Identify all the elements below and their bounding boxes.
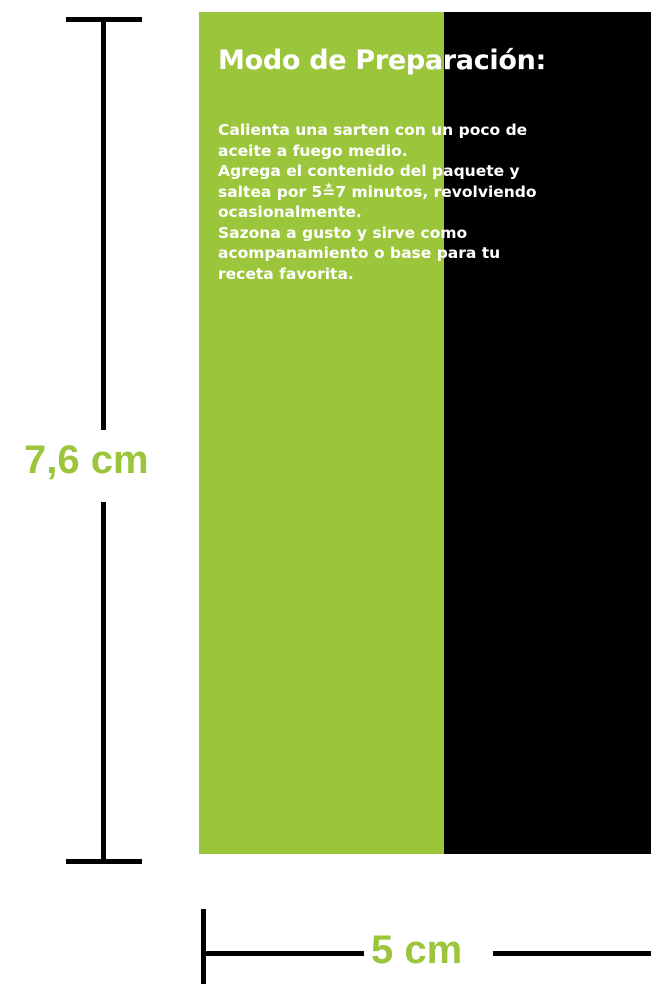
width-dimension-line-right [493,951,651,956]
label-panel: Modo de Preparación: Calienta una sarten… [199,12,651,854]
height-dimension-line-upper [101,20,106,430]
height-dimension-label: 7,6 cm [24,438,149,482]
height-dimension-top-cap [66,17,142,22]
instruction-line: saltea por 5≛7 minutos, revolviendo [218,182,537,201]
instruction-line: ocasionalmente. [218,203,362,221]
width-dimension-line-left [201,951,364,956]
width-dimension-left-tick [201,909,206,984]
instruction-line: receta favorita. [218,264,354,283]
instruction-line: Sazona a gusto y sirve como [218,223,468,242]
green-background [199,12,444,854]
black-background [444,12,651,854]
height-dimension-line-lower [101,502,106,862]
instruction-line: acompanamiento o base para tu [218,244,501,262]
width-dimension-label: 5 cm [371,928,463,972]
preparation-title: Modo de Preparación: [218,45,547,76]
instruction-line: Agrega el contenido del paquete y [218,162,520,180]
height-dimension-bottom-cap [66,859,142,864]
preparation-instructions: Calienta una sarten con un poco de aceit… [218,120,638,284]
instruction-line: Calienta una sarten con un poco de [218,121,528,139]
instruction-line: aceite a fuego medio. [218,141,408,160]
